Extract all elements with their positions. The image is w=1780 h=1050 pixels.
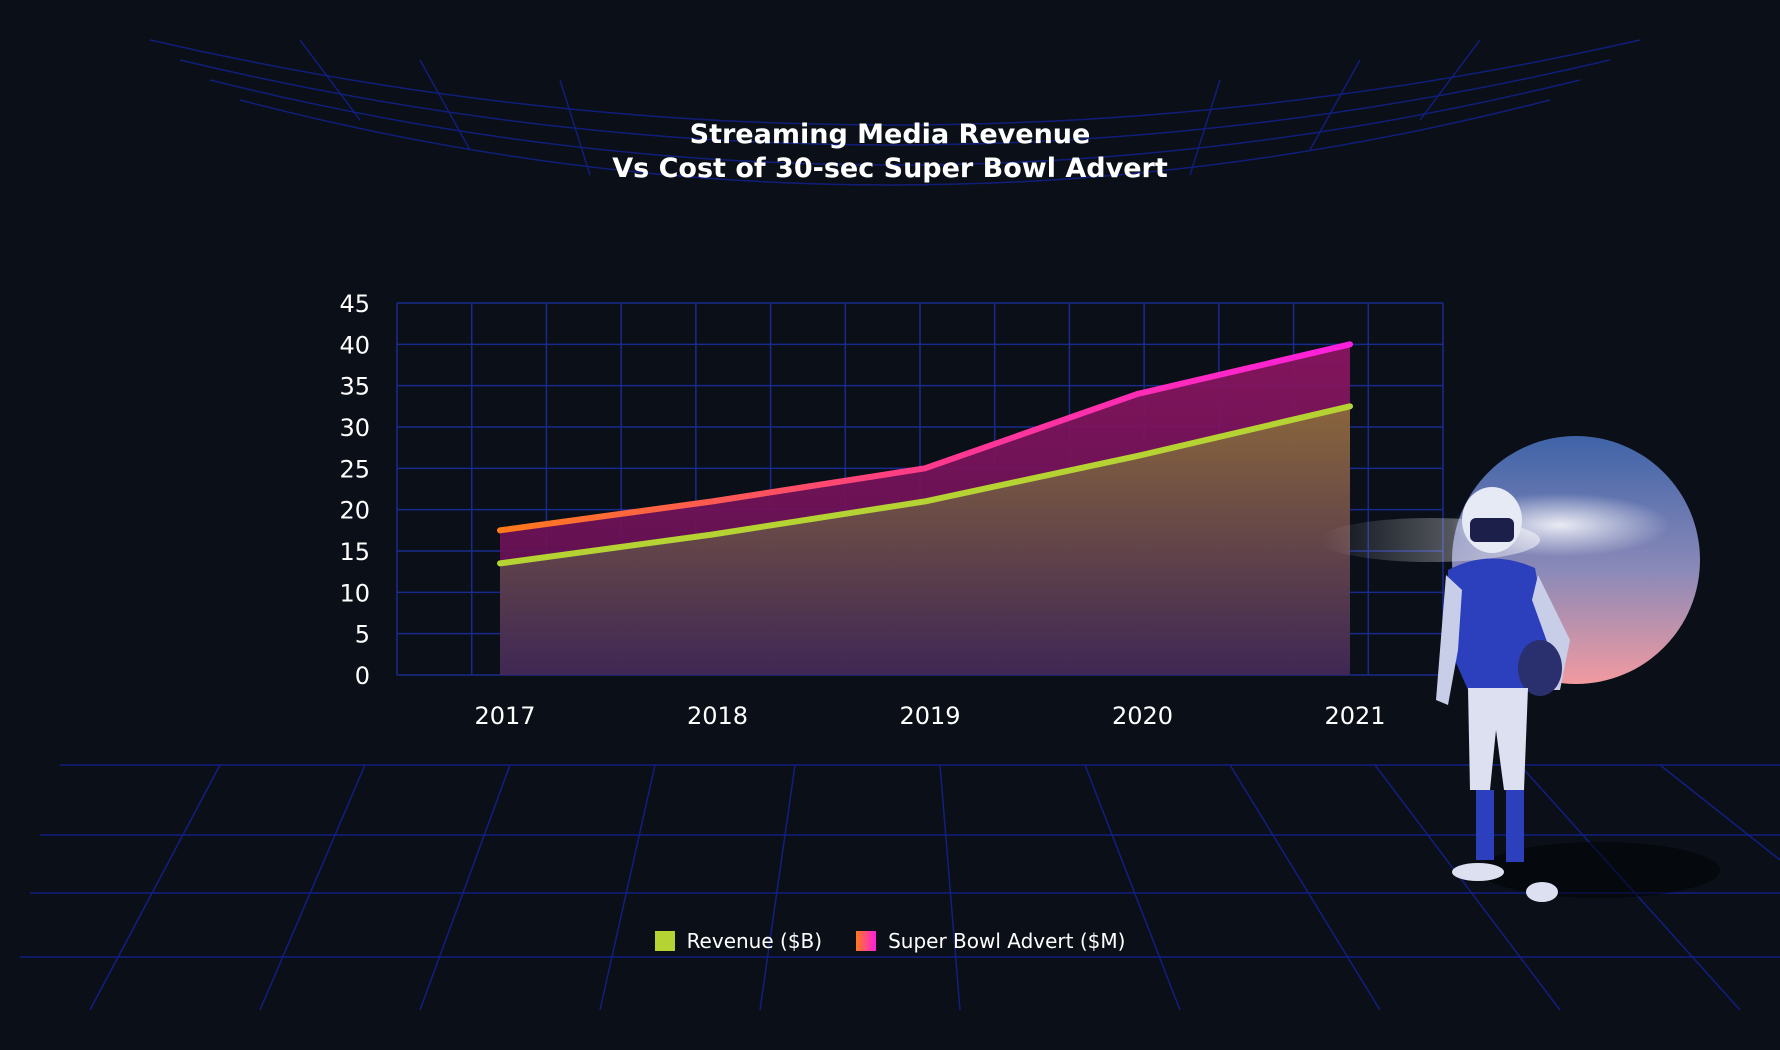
y-axis: 0 5 10 15 20 25 30 35 40 45 [339, 290, 370, 690]
x-tick-label: 2021 [1324, 702, 1385, 730]
legend-item-advert: Super Bowl Advert ($M) [856, 929, 1125, 953]
y-tick-label: 20 [339, 497, 370, 525]
area-revenue [500, 406, 1350, 675]
y-tick-label: 10 [339, 579, 370, 607]
y-tick-label: 5 [355, 621, 370, 649]
x-tick-label: 2019 [899, 702, 960, 730]
legend-swatch-revenue [654, 931, 675, 951]
chart-title-line-1: Streaming Media Revenue [689, 119, 1091, 150]
x-axis: 2017 2018 2019 2020 2021 [474, 702, 1385, 730]
y-tick-label: 45 [339, 290, 370, 318]
legend-label-revenue: Revenue ($B) [686, 929, 823, 953]
x-tick-label: 2018 [687, 702, 748, 730]
y-tick-label: 30 [339, 414, 370, 442]
legend-label-advert: Super Bowl Advert ($M) [888, 929, 1126, 953]
series-line-advert [497, 341, 1353, 534]
y-tick-label: 25 [339, 455, 370, 483]
x-tick-label: 2020 [1112, 702, 1173, 730]
legend-item-revenue: Revenue ($B) [654, 929, 823, 953]
legend-swatch-advert [856, 931, 877, 951]
chart-title: Streaming Media Revenue Vs Cost of 30-se… [0, 118, 1780, 186]
y-tick-label: 15 [339, 538, 370, 566]
legend: Revenue ($B) Super Bowl Advert ($M) [0, 929, 1780, 953]
chart-title-line-2: Vs Cost of 30-sec Super Bowl Advert [612, 153, 1168, 184]
y-tick-label: 35 [339, 373, 370, 401]
y-tick-label: 40 [339, 331, 370, 359]
series-line-revenue [497, 403, 1353, 567]
y-tick-label: 0 [355, 662, 370, 690]
x-tick-label: 2017 [474, 702, 535, 730]
